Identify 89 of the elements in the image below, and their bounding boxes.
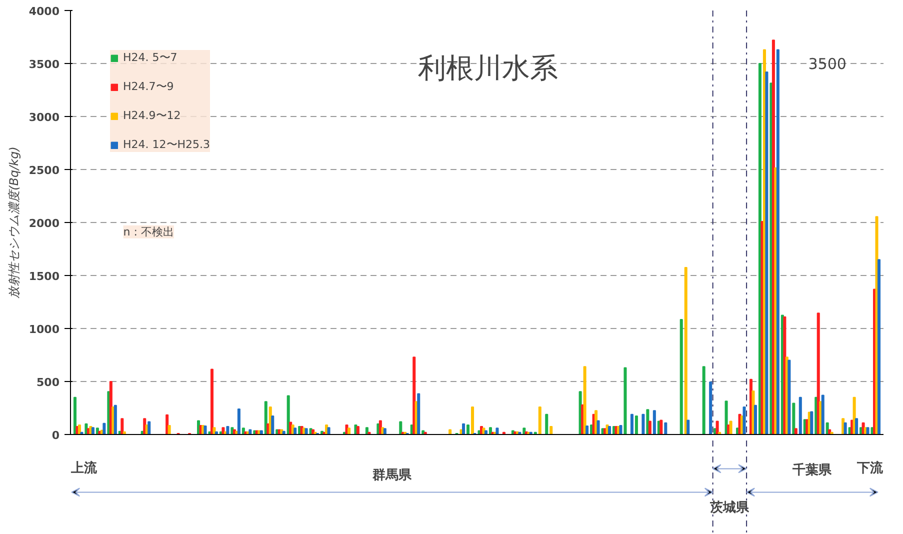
bar (855, 418, 858, 434)
bar (752, 390, 755, 434)
y-tick-label: 1000 (28, 323, 60, 336)
bar (545, 414, 548, 434)
annotation: 3500 (808, 54, 846, 73)
bar (347, 428, 350, 434)
bar (742, 406, 746, 434)
bar (248, 429, 252, 434)
y-tick-label: 1500 (28, 270, 60, 283)
y-tick-label: 0 (52, 429, 60, 442)
bar (168, 424, 171, 434)
bar (716, 420, 719, 434)
bar (166, 414, 169, 434)
text: 群馬県 (372, 468, 413, 483)
bar (619, 424, 622, 434)
bar (222, 427, 225, 434)
bar (788, 360, 791, 434)
text: 利根川水系 (418, 52, 558, 85)
bar (646, 409, 650, 434)
bar (729, 420, 732, 434)
legend-label: H24.9〜12 (123, 108, 181, 123)
bar (102, 422, 106, 434)
bar (466, 424, 470, 434)
text: 茨城県 (709, 500, 750, 516)
legend-label: H24. 12〜H25.3 (123, 137, 210, 152)
bar (399, 421, 402, 434)
bar (754, 404, 757, 434)
bar (810, 411, 814, 434)
y-tick-label: 2000 (28, 217, 60, 230)
bar (237, 408, 240, 434)
bar (680, 318, 683, 434)
bar (586, 426, 589, 434)
annotation: n : 不検出 (123, 225, 174, 238)
y-tick-label: 3000 (28, 111, 60, 124)
bar (660, 420, 663, 434)
bar (816, 312, 820, 434)
bar (608, 426, 612, 434)
text: 上流 (70, 460, 98, 476)
bar (522, 428, 526, 434)
bar (496, 428, 499, 434)
bar (652, 410, 656, 434)
bar (821, 394, 824, 434)
bar (765, 71, 768, 434)
bar (294, 428, 297, 434)
y-tick-label: 4000 (28, 5, 60, 18)
bar (73, 396, 76, 434)
text: 千葉県 (792, 462, 833, 478)
bar (878, 259, 881, 434)
bar (828, 429, 832, 434)
bar (412, 356, 416, 434)
legend-label: H24. 5〜7 (123, 50, 178, 65)
bar (686, 420, 690, 434)
bar (630, 414, 634, 434)
bar (684, 267, 688, 434)
bar (550, 426, 553, 434)
bar (271, 415, 274, 434)
bar (583, 366, 586, 434)
bar (624, 367, 627, 434)
bar (798, 396, 802, 434)
bar (471, 406, 474, 434)
bar (120, 418, 124, 434)
bar (462, 423, 466, 434)
bar (148, 421, 151, 434)
bar (448, 429, 452, 434)
bar (345, 424, 348, 434)
legend-label: H24.7〜9 (123, 79, 174, 94)
bar (210, 368, 214, 434)
bar (538, 406, 542, 434)
bar (648, 420, 652, 434)
bar (327, 427, 330, 434)
bar (792, 402, 796, 434)
y-tick-label: 3500 (28, 58, 60, 71)
bar (596, 420, 600, 434)
bar (417, 393, 420, 434)
y-tick-label: 500 (36, 376, 60, 389)
bar (212, 427, 216, 434)
bar (776, 49, 780, 434)
bar (664, 422, 668, 434)
bar (702, 366, 706, 434)
bar (794, 428, 798, 434)
bar (709, 382, 712, 434)
text: 下流 (856, 460, 884, 476)
bar (642, 414, 645, 434)
bar (844, 422, 847, 434)
y-tick-label: 2500 (28, 164, 60, 177)
bar (312, 429, 315, 434)
bar (634, 415, 638, 434)
y-axis-title: 放射性セシウム濃度(Bq/kg) (6, 146, 21, 298)
bar (226, 426, 230, 434)
